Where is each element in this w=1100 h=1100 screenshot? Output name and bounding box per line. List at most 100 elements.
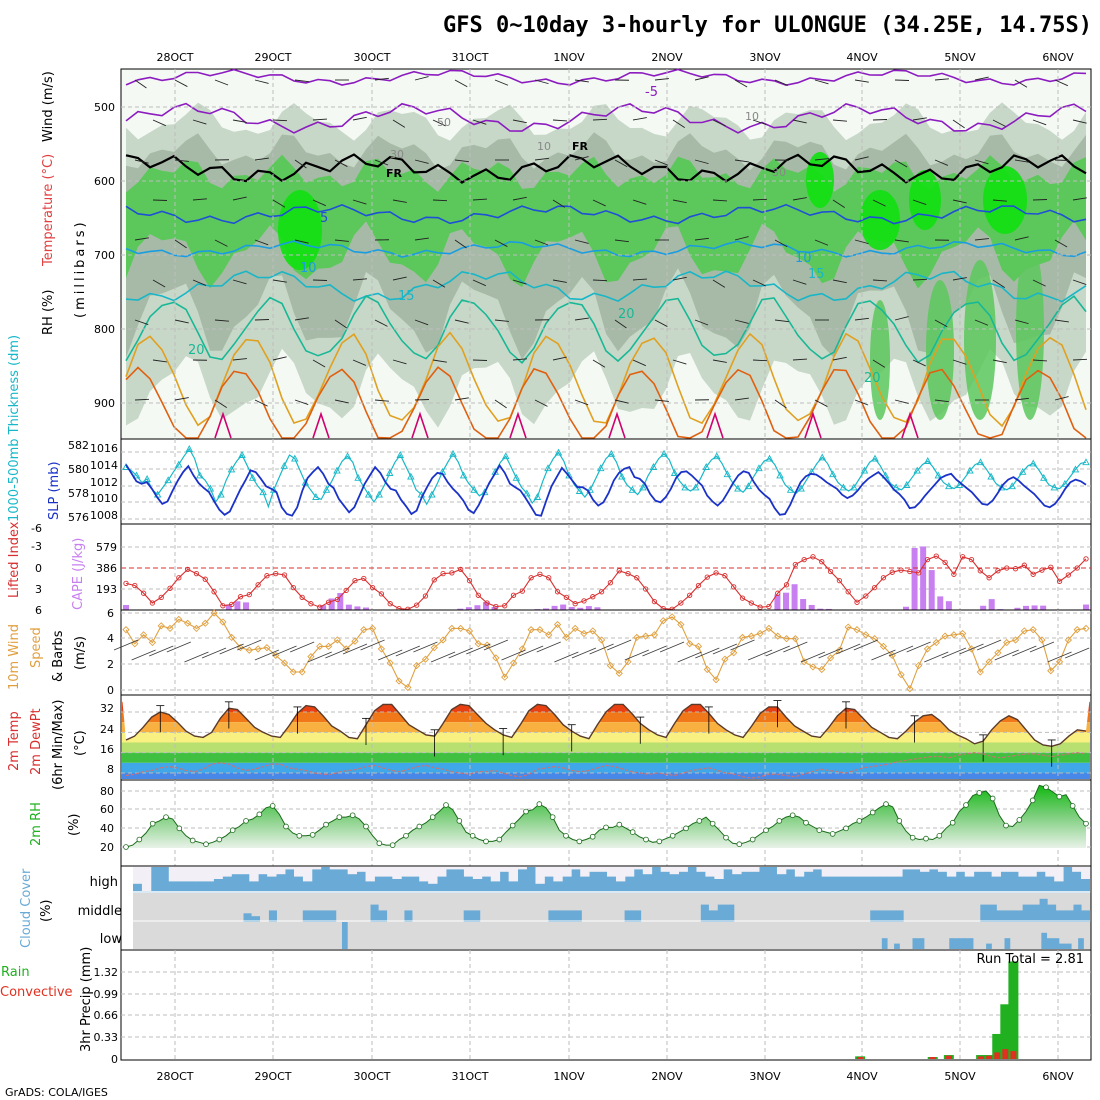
cloud-high-clear-100 xyxy=(1027,867,1037,877)
cloud-middle-clear-62 xyxy=(658,893,667,922)
cloud-low-clear-17 xyxy=(237,922,244,949)
wind-point-73 xyxy=(765,624,773,633)
upper-barb-32 xyxy=(272,279,287,283)
wind-point-0 xyxy=(122,626,130,634)
cloud-low-clear-41 xyxy=(384,922,392,949)
upper-barb-207 xyxy=(1054,79,1068,87)
wind-point-54 xyxy=(597,636,606,644)
contour-label-5: 5 xyxy=(320,211,328,226)
temp-label-1: 2m Temp xyxy=(7,711,22,771)
upper-barb-206 xyxy=(1014,397,1029,401)
temperature-contours xyxy=(125,68,1087,439)
rh2m-point-106 xyxy=(829,831,836,837)
cloud-middle-clear-59 xyxy=(632,893,642,911)
li-point-43 xyxy=(502,603,508,609)
rh2m-point-132 xyxy=(1003,822,1009,829)
cloud-high-clear-102 xyxy=(1045,867,1055,877)
thickness-point-40 xyxy=(333,466,341,474)
upper-barb-49 xyxy=(334,239,349,242)
li-point-21 xyxy=(308,601,314,607)
slp-thickness-panel: 582 580 578 576 1016 1014 1012 1010 1008… xyxy=(7,335,1092,525)
upper-barb-205 xyxy=(1032,359,1047,362)
upper-barb-181 xyxy=(952,119,965,129)
thickness-point-82 xyxy=(554,448,563,456)
chart-title: GFS 0~10day 3-hourly for ULONGUE (34.25E… xyxy=(443,13,1092,38)
upper-air-axis-label: RH (%) Temperature (°C) Wind (m/s) (mill… xyxy=(41,71,88,335)
cloud-high-clear-91 xyxy=(946,867,957,877)
rh2m-point-50 xyxy=(456,818,463,824)
contour-35-3 xyxy=(509,411,527,439)
rh2m-point-80 xyxy=(656,838,663,845)
wind-point-33 xyxy=(413,661,421,670)
cloud-middle-clear-99 xyxy=(971,893,981,922)
cloud-middle-clear-95 xyxy=(937,893,947,922)
thickness-point-168 xyxy=(1008,482,1016,490)
temp-label-4: (°C) xyxy=(73,730,88,756)
wind-barb-40 xyxy=(466,643,491,655)
thickness-point-36 xyxy=(312,493,320,500)
temp-band-2 xyxy=(122,722,1090,733)
temp-band-4 xyxy=(122,742,1090,753)
upper-barb-10 xyxy=(192,119,207,125)
li-point-2 xyxy=(140,590,147,596)
upper-barb-7 xyxy=(152,359,167,363)
upper-barb-202 xyxy=(1014,236,1029,241)
cloud-high-clear-5 xyxy=(177,867,188,882)
upper-barb-196 xyxy=(992,359,1007,364)
wind-label-1: 10m Wind xyxy=(7,624,22,690)
cloud-low-clear-119 xyxy=(863,922,870,949)
cloud-high-clear-77 xyxy=(821,867,832,877)
upper-barb-133 xyxy=(712,359,727,363)
cloud-low-clear-105 xyxy=(777,922,784,949)
li-point-34 xyxy=(422,593,429,599)
li-point-19 xyxy=(290,584,296,591)
upper-barb-102 xyxy=(592,199,606,207)
precip-total-bar-110 xyxy=(1008,961,1019,1059)
cape-bar-53 xyxy=(577,607,584,610)
cloud-middle-clear-73 xyxy=(751,893,761,922)
upper-barb-84 xyxy=(512,196,527,201)
li-point-97 xyxy=(977,568,983,574)
upper-barb-157 xyxy=(814,239,829,246)
upper-barb-151 xyxy=(792,358,807,361)
cloud-high-clear-81 xyxy=(857,867,867,877)
li-point-103 xyxy=(1030,571,1036,577)
upper-barb-158 xyxy=(832,279,847,284)
cloud-low-clear-98 xyxy=(734,922,741,949)
wind-barb-84 xyxy=(853,639,878,651)
top-date-3nov: 3NOV xyxy=(749,51,781,64)
wind-barb-60 xyxy=(642,645,667,657)
rh2m-area-fill xyxy=(126,785,1086,848)
cape-bar-104 xyxy=(1014,607,1021,610)
cloud-middle-clear-29 xyxy=(378,893,388,911)
cape-bar-52 xyxy=(568,606,575,610)
upper-barb-48 xyxy=(352,199,367,205)
li-point-54 xyxy=(598,589,605,595)
cape-bar-27 xyxy=(354,606,361,610)
upper-barb-116 xyxy=(614,399,629,404)
thickness-point-64 xyxy=(459,471,468,479)
precip-tick-066: 0.66 xyxy=(94,1009,119,1022)
slp-line xyxy=(125,463,1087,517)
cloud-high-clear-59 xyxy=(660,867,671,872)
thickness-point-158 xyxy=(955,481,964,488)
cloud-high-clear-1 xyxy=(141,867,152,891)
rh2m-point-74 xyxy=(616,821,623,828)
upper-barb-37 xyxy=(312,118,327,121)
cloud-low-clear-59 xyxy=(494,922,502,949)
bottom-date-30oct: 30OCT xyxy=(353,1070,390,1083)
li-point-91 xyxy=(924,556,931,563)
li-point-22 xyxy=(317,604,323,610)
upper-barb-178 xyxy=(912,359,926,367)
upper-barb-213 xyxy=(1054,319,1069,323)
upper-barb-25 xyxy=(232,358,247,361)
cloud-low-clear-66 xyxy=(537,922,545,949)
rh2m-point-138 xyxy=(1043,784,1049,791)
cape-bar-77 xyxy=(783,592,789,610)
cloud-middle-clear-108 xyxy=(1047,893,1057,905)
wind-barb-74 xyxy=(765,645,790,657)
upper-barb-125 xyxy=(654,399,669,402)
cloud-low-clear-104 xyxy=(771,922,778,949)
rh2m-point-100 xyxy=(789,812,796,819)
wind-point-11 xyxy=(219,618,227,626)
